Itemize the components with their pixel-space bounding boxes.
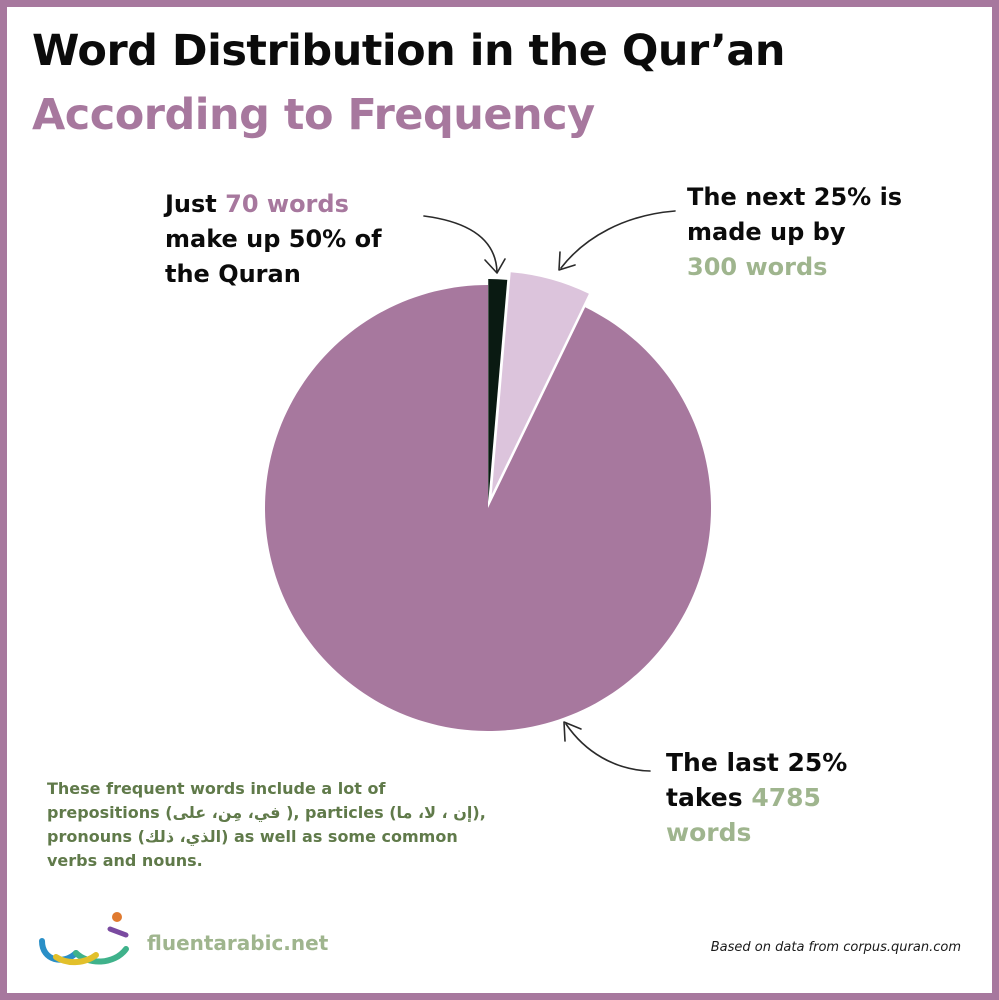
chart-title: Word Distribution in the Qur’an (32, 26, 786, 76)
annotation-second-line1: The next 25% is (687, 183, 903, 211)
annotation-first-highlight: 70 words (225, 190, 349, 218)
pie-slice-300-words (491, 272, 589, 495)
annotation-first-line2: make up 50% of (165, 225, 382, 253)
arrow-first-head (484, 258, 506, 274)
fluentarabic-logo-icon (39, 912, 129, 965)
source-note: Based on data from corpus.quran.com (710, 940, 961, 955)
frequent-words-note: These frequent words include a lot of pr… (47, 777, 507, 873)
annotation-second-line2: made up by (687, 218, 846, 246)
annotation-third-line1: The last 25% (666, 748, 848, 777)
annotation-first-line1: Just 70 words (165, 187, 382, 222)
arrow-third-head (563, 721, 582, 742)
annotation-second-highlight: 300 words (687, 253, 828, 281)
annotation-third-line3: words (666, 818, 752, 847)
note-line3: pronouns (الذي، ذلك) as well as some com… (47, 827, 458, 846)
annotation-first-pre: Just (165, 190, 226, 218)
annotation-third-pre: takes (666, 783, 752, 812)
arrow-first (423, 215, 498, 273)
arrow-second-head (558, 251, 576, 271)
annotation-first: Just 70 words make up 50% of the Quran (165, 187, 382, 292)
note-line1: These frequent words include a lot of (47, 779, 386, 798)
annotation-first-line3: the Quran (165, 260, 301, 288)
annotation-second: The next 25% is made up by 300 words (687, 180, 902, 285)
pie-slice-70-words (488, 279, 508, 503)
arrow-third (565, 723, 651, 772)
annotation-third-highlight: 4785 (751, 783, 821, 812)
note-line2: prepositions (في، مِن، على ), particles … (47, 803, 486, 822)
note-line4: verbs and nouns. (47, 851, 203, 870)
chart-subtitle: According to Frequency (32, 90, 595, 140)
annotation-third-line2: takes 4785 (666, 780, 847, 815)
arrow-second (560, 210, 676, 269)
annotation-third: The last 25% takes 4785 words (666, 745, 847, 850)
pie-slice-4785-words (265, 285, 711, 731)
logo-text[interactable]: fluentarabic.net (147, 931, 329, 955)
